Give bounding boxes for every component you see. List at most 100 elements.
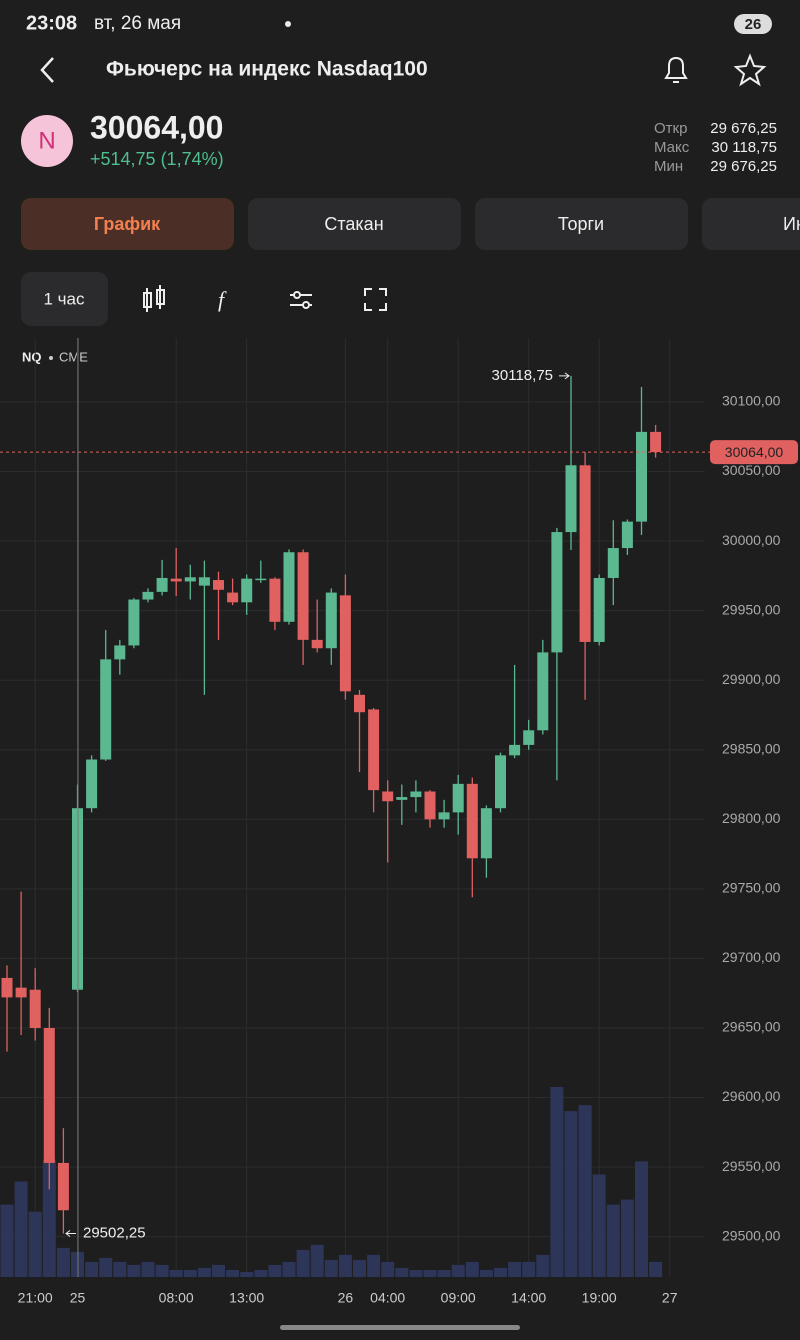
high-annotation: 30118,75 bbox=[492, 367, 553, 384]
tab-label: Ин bbox=[783, 214, 800, 234]
candle-body bbox=[636, 431, 647, 522]
volume-bar bbox=[564, 1111, 578, 1277]
candle-body bbox=[142, 591, 154, 600]
tab-label: График bbox=[94, 214, 161, 234]
volume-bar bbox=[296, 1249, 310, 1277]
tab[interactable] bbox=[475, 198, 688, 250]
volume-bar bbox=[620, 1199, 634, 1277]
low-annotation: 29502,25 bbox=[83, 1224, 146, 1241]
alert-button[interactable] bbox=[664, 56, 688, 83]
volume-bar bbox=[367, 1254, 381, 1277]
candle-body bbox=[593, 577, 605, 642]
candle-body bbox=[241, 578, 253, 603]
stat-value: 29 676,25 bbox=[710, 158, 777, 175]
volume-bar bbox=[99, 1257, 113, 1277]
instrument-icon bbox=[21, 115, 73, 167]
indicators-button[interactable]: f bbox=[218, 287, 227, 312]
candle-body bbox=[325, 592, 337, 649]
candle-body bbox=[650, 431, 662, 453]
annotation-arrow bbox=[559, 372, 570, 380]
candle-body bbox=[128, 599, 140, 646]
volume-bar bbox=[465, 1261, 479, 1277]
volume-bar bbox=[282, 1261, 296, 1277]
candle-body bbox=[551, 532, 563, 653]
candle-body bbox=[424, 791, 436, 820]
volume-bar bbox=[212, 1264, 225, 1277]
candle-body bbox=[227, 592, 239, 603]
instrument-letter: N bbox=[38, 127, 55, 154]
x-tick-label: 26 bbox=[338, 1290, 354, 1306]
candle-body bbox=[438, 812, 450, 820]
candle-body bbox=[156, 577, 168, 592]
volume-bar bbox=[592, 1174, 606, 1277]
candle-body bbox=[466, 783, 478, 859]
x-tick-label: 25 bbox=[70, 1290, 86, 1306]
interval-label: 1 час bbox=[44, 289, 85, 308]
candle-body bbox=[184, 577, 196, 582]
candle-body bbox=[565, 465, 577, 533]
volume-bar bbox=[522, 1261, 536, 1277]
volume-bar bbox=[310, 1244, 324, 1277]
chart-type-button[interactable] bbox=[143, 285, 165, 312]
candle-body bbox=[57, 1162, 69, 1211]
candle-body bbox=[607, 548, 619, 578]
fullscreen-button[interactable] bbox=[364, 288, 387, 311]
volume-bar bbox=[381, 1261, 395, 1277]
last-price-pill bbox=[710, 440, 798, 465]
separator-dot bbox=[49, 356, 53, 360]
settings-button[interactable] bbox=[290, 291, 312, 309]
y-tick-label: 29900,00 bbox=[722, 671, 781, 687]
volume-bar bbox=[479, 1269, 493, 1277]
candle-body bbox=[621, 521, 633, 549]
candle-body bbox=[170, 578, 182, 582]
status-dot bbox=[285, 21, 291, 27]
volume-bar bbox=[494, 1267, 507, 1277]
candle-body bbox=[29, 989, 41, 1028]
price: 30064,00 bbox=[90, 109, 223, 145]
candle-body bbox=[15, 987, 27, 998]
y-tick-label: 29850,00 bbox=[722, 740, 781, 756]
x-tick-label: 27 bbox=[662, 1290, 678, 1306]
y-tick-label: 30100,00 bbox=[722, 393, 781, 409]
volume-bar bbox=[508, 1261, 522, 1277]
volume-bar bbox=[254, 1269, 268, 1277]
candle-body bbox=[114, 645, 126, 660]
x-tick-label: 04:00 bbox=[370, 1290, 405, 1306]
volume-bar bbox=[113, 1261, 127, 1277]
interval-button[interactable] bbox=[21, 272, 108, 326]
tab[interactable] bbox=[248, 198, 461, 250]
y-tick-label: 29750,00 bbox=[722, 880, 781, 896]
header-title: Фьючерс на индекс Nasdaq100 bbox=[106, 58, 428, 81]
home-indicator bbox=[280, 1325, 520, 1330]
y-tick-label: 29600,00 bbox=[722, 1088, 781, 1104]
stat-value: 29 676,25 bbox=[710, 120, 777, 137]
battery bbox=[734, 14, 772, 34]
volume-bar bbox=[649, 1261, 663, 1277]
tab[interactable] bbox=[702, 198, 800, 250]
candle-body bbox=[43, 1027, 55, 1163]
tab-active[interactable] bbox=[21, 198, 234, 250]
back-button[interactable] bbox=[40, 57, 54, 83]
status-date: вт, 26 мая bbox=[94, 13, 181, 34]
volume-bar bbox=[56, 1247, 70, 1277]
candle-body bbox=[495, 755, 506, 809]
volume-bar bbox=[127, 1264, 141, 1277]
x-tick-label: 08:00 bbox=[159, 1290, 194, 1306]
volume-bar bbox=[451, 1264, 465, 1277]
candle-body bbox=[255, 578, 267, 581]
volume-bar bbox=[324, 1259, 338, 1277]
volume-bar bbox=[409, 1269, 423, 1277]
volume-bar bbox=[14, 1181, 28, 1277]
x-tick-label: 09:00 bbox=[441, 1290, 476, 1306]
volume-bar bbox=[536, 1254, 550, 1277]
candle-body bbox=[410, 791, 422, 798]
favorite-button[interactable] bbox=[733, 53, 767, 87]
volume-bar bbox=[338, 1254, 352, 1277]
candle-body bbox=[1, 977, 13, 998]
volume-bar bbox=[240, 1271, 254, 1277]
y-tick-label: 30050,00 bbox=[722, 462, 781, 478]
candle-body bbox=[213, 580, 224, 590]
y-tick-label: 29550,00 bbox=[722, 1158, 781, 1174]
x-tick-label: 19:00 bbox=[582, 1290, 617, 1306]
